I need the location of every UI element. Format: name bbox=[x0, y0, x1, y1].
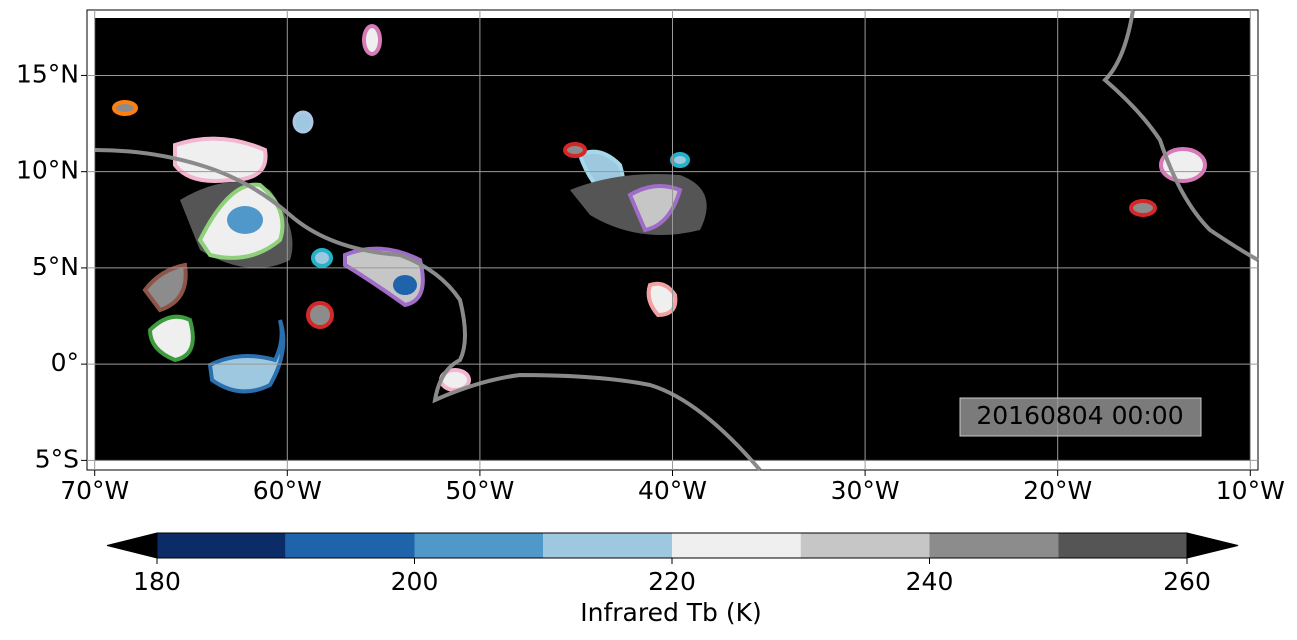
colorbar-segment bbox=[414, 533, 544, 558]
colorbar-segment bbox=[1058, 533, 1187, 558]
y-tick-label: 0° bbox=[51, 348, 79, 377]
y-tick-label: 5°S bbox=[35, 444, 79, 473]
x-tick-label: 40°W bbox=[638, 476, 707, 505]
colorbar-extend-high bbox=[1186, 532, 1239, 559]
x-tick-label: 70°W bbox=[60, 476, 129, 505]
colorbar-segment bbox=[672, 533, 801, 558]
colorbar-tick-label: 200 bbox=[391, 567, 439, 596]
colorbar-segment bbox=[285, 533, 415, 558]
x-tick-label: 20°W bbox=[1023, 476, 1092, 505]
timestamp: 20160804 00:00 bbox=[976, 401, 1183, 430]
x-tick-label: 60°W bbox=[253, 476, 322, 505]
colorbar-tick-label: 180 bbox=[133, 567, 181, 596]
timestamp-box bbox=[959, 397, 1202, 437]
x-tick-label: 30°W bbox=[831, 476, 900, 505]
colorbar-segment bbox=[543, 533, 672, 558]
colorbar-tick-label: 220 bbox=[648, 567, 696, 596]
colorbar-tick-label: 260 bbox=[1163, 567, 1211, 596]
y-tick-label: 10°N bbox=[16, 156, 79, 185]
colorbar-extend-low bbox=[106, 532, 158, 559]
colorbar-tick-label: 240 bbox=[906, 567, 954, 596]
coastline bbox=[94, 9, 1259, 472]
colorbar-segment bbox=[929, 533, 1059, 558]
x-tick-label: 50°W bbox=[445, 476, 514, 505]
colorbar-segment bbox=[800, 533, 930, 558]
x-tick-label: 10°W bbox=[1216, 476, 1285, 505]
colorbar-label: Infrared Tb (K) bbox=[580, 598, 762, 627]
colorbar-segment bbox=[157, 533, 286, 558]
y-tick-label: 5°N bbox=[32, 252, 79, 281]
y-tick-label: 15°N bbox=[16, 59, 79, 88]
